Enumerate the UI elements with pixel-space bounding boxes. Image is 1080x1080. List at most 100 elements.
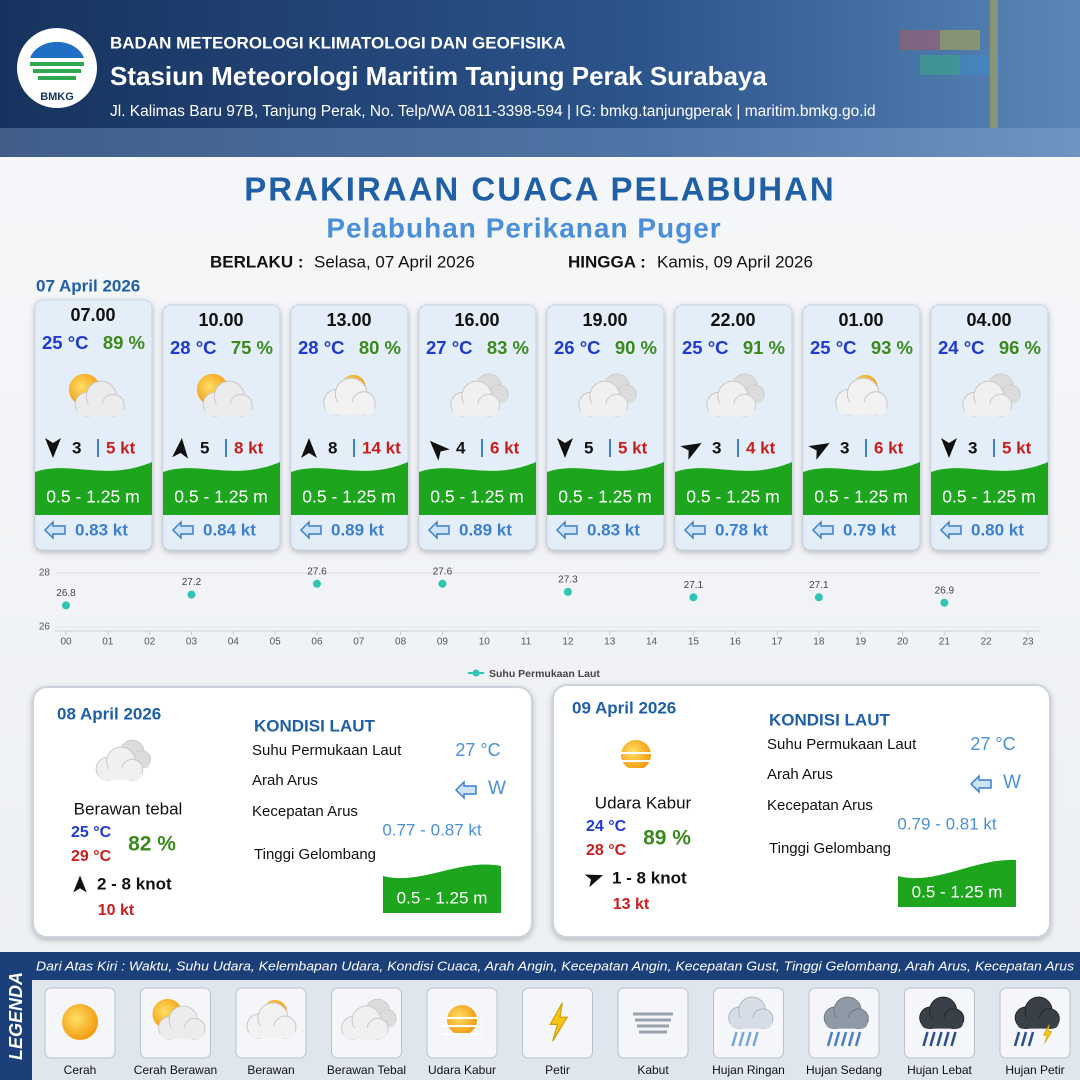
- current-dir: W: [488, 778, 506, 799]
- wave-band: [291, 462, 408, 515]
- card-humidity: 93 %: [871, 337, 913, 358]
- card-time: 22.00: [710, 310, 755, 330]
- data-label: 27.6: [433, 566, 453, 577]
- rain: [731, 1031, 738, 1047]
- card-humidity: 75 %: [231, 337, 273, 358]
- legend-item: Hujan Ringan: [712, 1063, 785, 1077]
- rain: [826, 1031, 834, 1047]
- humidity: 82 %: [128, 833, 176, 856]
- card-gust: 6 kt: [490, 438, 520, 457]
- card-time: 19.00: [582, 310, 627, 330]
- sst-point: [814, 593, 823, 602]
- current-arrow: [299, 520, 322, 540]
- card-current: 0.83 kt: [587, 520, 640, 539]
- rain: [1013, 1031, 1021, 1047]
- card-time: 16.00: [454, 310, 499, 330]
- card-gust: 6 kt: [874, 438, 904, 457]
- rain: [847, 1031, 855, 1047]
- header-band: [0, 0, 1080, 157]
- sst-point: [689, 593, 698, 602]
- x-tick-label: 23: [1022, 637, 1034, 648]
- rain: [854, 1031, 862, 1047]
- sst-point: [563, 587, 572, 596]
- sst-point: [62, 601, 70, 610]
- card-wind: 4: [456, 438, 466, 457]
- sst-label: Suhu Permukaan Laut: [252, 742, 402, 759]
- cloud: [962, 380, 1013, 417]
- rain: [950, 1031, 957, 1047]
- separator: [737, 439, 739, 457]
- wind-arrow: [73, 875, 87, 893]
- weather-icon: [246, 1000, 297, 1039]
- current-arrow: [811, 520, 834, 540]
- x-tick-label: 20: [897, 637, 909, 648]
- separator: [225, 439, 227, 457]
- data-label: 27.3: [558, 575, 578, 586]
- legend-item: Berawan Tebal: [327, 1063, 406, 1077]
- data-label: 27.2: [182, 577, 202, 588]
- x-tick-label: 13: [604, 637, 616, 648]
- weather-icon: [442, 1005, 482, 1035]
- wave-band: [383, 864, 501, 913]
- separator: [993, 439, 995, 457]
- cloud: [578, 380, 629, 417]
- cloud: [823, 996, 869, 1030]
- weather-icon: [549, 1002, 569, 1042]
- cloud-part: [837, 402, 887, 415]
- cloud-part: [1017, 1017, 1059, 1029]
- card-current: 0.79 kt: [843, 520, 896, 539]
- rain: [1020, 1031, 1028, 1047]
- rain: [943, 1031, 950, 1047]
- card-wind: 3: [968, 438, 977, 457]
- bolt: [1042, 1024, 1053, 1044]
- weather-icon: [62, 1004, 98, 1040]
- legend-item: Udara Kabur: [428, 1063, 496, 1077]
- cloud-part: [964, 404, 1011, 417]
- card-humidity: 90 %: [615, 337, 657, 358]
- x-tick-label: 00: [60, 637, 72, 648]
- bolt: [549, 1002, 569, 1042]
- legend-item: Cerah Berawan: [134, 1063, 217, 1077]
- rain: [936, 1031, 943, 1047]
- card-current: 0.78 kt: [715, 520, 768, 539]
- rain: [840, 1031, 848, 1047]
- card-humidity: 89 %: [103, 332, 145, 353]
- x-tick-label: 01: [102, 637, 114, 648]
- weather-icon: [196, 373, 253, 417]
- cloud-part: [98, 768, 142, 781]
- current-speed: 0.79 - 0.81 kt: [897, 814, 997, 833]
- card-wave: 0.5 - 1.25 m: [46, 487, 139, 507]
- legend-item: Hujan Petir: [1005, 1063, 1064, 1077]
- current-arrow: [454, 780, 477, 800]
- data-label: 26.8: [56, 588, 76, 599]
- cloud-part: [708, 404, 755, 417]
- weather-icon: [919, 996, 965, 1047]
- wind-arrow: [680, 443, 702, 460]
- rain: [922, 1031, 929, 1047]
- data-label: 27.1: [684, 580, 704, 591]
- card-temp: 26 °C: [554, 337, 600, 358]
- legend-item: Cerah: [64, 1063, 97, 1077]
- data-label: 27.1: [809, 580, 829, 591]
- logo: [17, 28, 97, 108]
- cloud-part: [730, 1017, 772, 1029]
- current-arrow: [43, 520, 66, 540]
- sun: [621, 740, 651, 770]
- cloud: [1014, 996, 1060, 1030]
- weather-icon: [450, 373, 509, 417]
- cloud: [158, 1005, 206, 1040]
- card-time: 01.00: [838, 310, 883, 330]
- sst: 27 °C: [970, 734, 1015, 754]
- header-decoration: [0, 0, 1080, 157]
- card-wind: 3: [72, 438, 81, 457]
- card-gust: 5 kt: [106, 438, 136, 457]
- wave-band: [419, 462, 536, 515]
- x-tick-label: 19: [855, 637, 867, 648]
- sst-point: [312, 579, 321, 588]
- card-wind: 3: [840, 438, 849, 457]
- day-panel: [552, 684, 1051, 938]
- separator: [865, 439, 867, 457]
- weather-icon: [706, 373, 765, 417]
- weather-icon: [728, 996, 774, 1047]
